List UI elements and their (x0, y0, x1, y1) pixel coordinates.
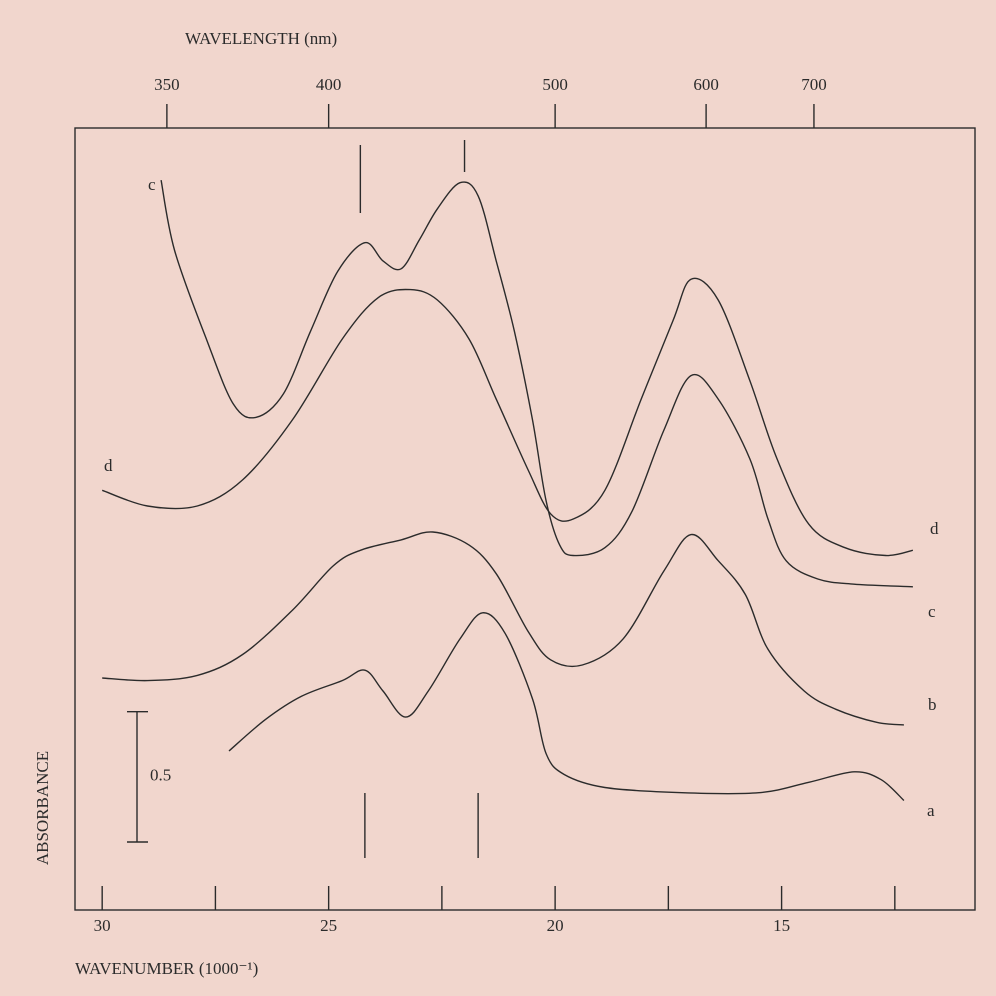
y-axis-title: ABSORBANCE (33, 751, 52, 865)
x2-tick-label: 500 (542, 75, 568, 94)
series-label: c (928, 602, 936, 621)
plot-frame (74, 127, 976, 911)
series-label: a (927, 801, 935, 820)
x2-tick-label: 600 (693, 75, 719, 94)
x2-tick-label: 400 (316, 75, 342, 94)
x2-tick-label: 350 (154, 75, 180, 94)
x2-axis-title: WAVELENGTH (nm) (185, 29, 337, 48)
x-tick-label: 20 (547, 916, 564, 935)
series-label: b (928, 695, 937, 714)
x-tick-label: 30 (94, 916, 111, 935)
spectrum-line (228, 612, 905, 802)
spectrum-line (160, 179, 913, 588)
scale-bar-label: 0.5 (150, 766, 171, 785)
series-label: d (930, 519, 939, 538)
series-label: d (104, 456, 113, 475)
x-axis-title: WAVENUMBER (1000⁻¹) (75, 959, 258, 978)
x-tick-label: 25 (320, 916, 337, 935)
spectrum-line (102, 531, 904, 726)
x2-tick-label: 700 (801, 75, 827, 94)
spectrum-line (101, 277, 914, 557)
series-label: c (148, 175, 156, 194)
x-tick-label: 15 (773, 916, 790, 935)
